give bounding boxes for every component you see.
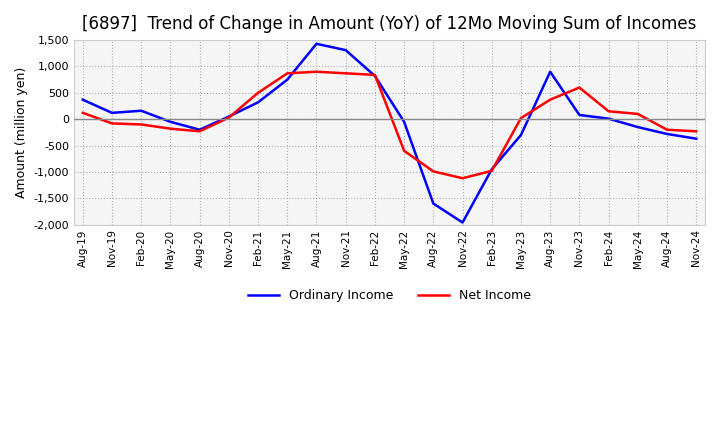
- Net Income: [575, 85, 584, 90]
- Ordinary Income: [546, 69, 554, 74]
- Net Income: [458, 176, 467, 181]
- Ordinary Income: [283, 77, 292, 82]
- Net Income: [108, 121, 117, 126]
- Ordinary Income: [108, 110, 117, 116]
- Ordinary Income: [166, 119, 175, 125]
- Net Income: [166, 126, 175, 131]
- Net Income: [283, 71, 292, 76]
- Net Income: [400, 148, 408, 154]
- Net Income: [487, 168, 496, 173]
- Title: [6897]  Trend of Change in Amount (YoY) of 12Mo Moving Sum of Incomes: [6897] Trend of Change in Amount (YoY) o…: [82, 15, 697, 33]
- Ordinary Income: [458, 220, 467, 225]
- Net Income: [312, 69, 321, 74]
- Ordinary Income: [371, 73, 379, 79]
- Net Income: [195, 128, 204, 134]
- Net Income: [253, 90, 262, 95]
- Net Income: [692, 128, 701, 134]
- Net Income: [604, 109, 613, 114]
- Ordinary Income: [692, 136, 701, 141]
- Ordinary Income: [487, 167, 496, 172]
- Ordinary Income: [634, 125, 642, 130]
- Ordinary Income: [662, 131, 671, 136]
- Net Income: [662, 127, 671, 132]
- Ordinary Income: [253, 100, 262, 105]
- Ordinary Income: [225, 114, 233, 119]
- Ordinary Income: [429, 201, 438, 206]
- Line: Net Income: Net Income: [83, 72, 696, 178]
- Ordinary Income: [137, 108, 145, 114]
- Legend: Ordinary Income, Net Income: Ordinary Income, Net Income: [243, 284, 536, 307]
- Line: Ordinary Income: Ordinary Income: [83, 44, 696, 223]
- Net Income: [634, 111, 642, 117]
- Net Income: [341, 71, 350, 76]
- Net Income: [78, 110, 87, 116]
- Ordinary Income: [517, 132, 526, 138]
- Ordinary Income: [604, 116, 613, 121]
- Ordinary Income: [195, 127, 204, 132]
- Y-axis label: Amount (million yen): Amount (million yen): [15, 67, 28, 198]
- Net Income: [225, 115, 233, 120]
- Ordinary Income: [400, 119, 408, 125]
- Net Income: [517, 115, 526, 121]
- Ordinary Income: [312, 41, 321, 47]
- Ordinary Income: [78, 97, 87, 103]
- Net Income: [546, 97, 554, 103]
- Net Income: [137, 122, 145, 127]
- Net Income: [429, 169, 438, 174]
- Net Income: [371, 72, 379, 77]
- Ordinary Income: [575, 112, 584, 117]
- Ordinary Income: [341, 48, 350, 53]
